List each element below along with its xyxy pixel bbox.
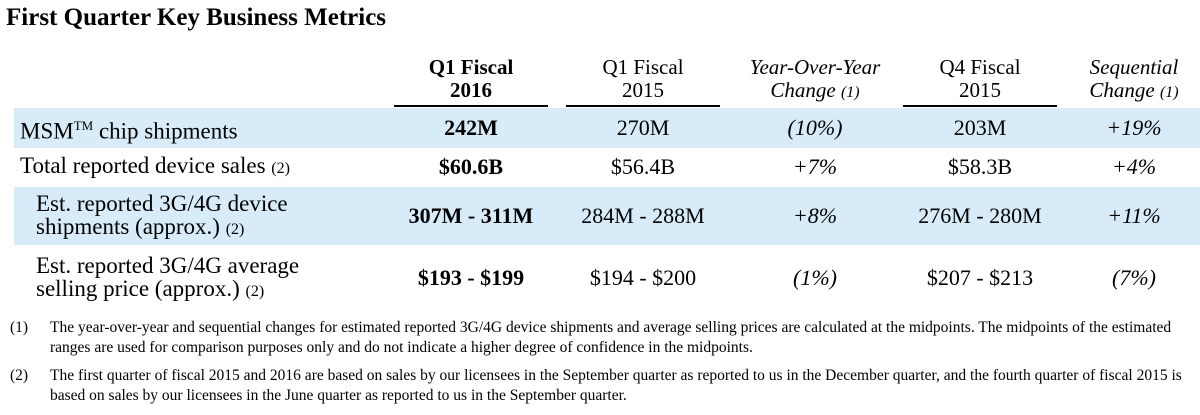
table-cell: (1%) [793, 265, 837, 290]
table-row: MSMTM chip shipments 242M 270M (10%) 203… [14, 108, 1200, 148]
table-cell: $58.3B [947, 154, 1013, 179]
table-cell: +7% [792, 154, 838, 179]
footnote-ref: (1) [1159, 84, 1179, 101]
footnote-marker: (2) [10, 367, 29, 384]
column-header-q1-fiscal-2015: Q1 Fiscal 2015 [566, 55, 720, 107]
footnote-ref: (2) [225, 220, 245, 238]
trademark-mark: TM [73, 117, 94, 133]
column-header-q4-fiscal-2015: Q4 Fiscal 2015 [903, 55, 1057, 107]
table-cell: $207 - $213 [926, 265, 1034, 290]
column-header-line1: Sequential [1089, 55, 1179, 79]
footnote-text: The year-over-year and sequential change… [50, 319, 1172, 356]
column-header-line1: Year-Over-Year [749, 55, 881, 79]
column-header-line1: Q1 Fiscal [602, 55, 684, 79]
table-cell: $56.4B [610, 154, 676, 179]
header-underline [566, 105, 720, 107]
table-cell: +8% [792, 203, 838, 228]
footnote-ref: (2) [271, 160, 290, 177]
table-row: Est. reported 3G/4G average selling pric… [14, 245, 1200, 311]
table-cell: 270M [616, 115, 670, 140]
table-cell: +11% [1107, 203, 1161, 228]
table-cell: $60.6B [438, 154, 504, 179]
footnote-ref: (1) [840, 84, 860, 101]
footnote-marker: (1) [10, 319, 29, 336]
table-cell: (7%) [1112, 265, 1156, 290]
row-label-msm-chip-shipments: MSMTM chip shipments [20, 117, 238, 144]
row-label-total-reported-device-sales: Total reported device sales (2) [20, 153, 290, 178]
column-header-line1: Q4 Fiscal [939, 55, 1021, 79]
table-cell: 284M - 288M [581, 203, 705, 228]
column-header-q1-fiscal-2016: Q1 Fiscal 2016 [394, 55, 548, 107]
table-cell: +19% [1106, 115, 1162, 140]
table-cell: 276M - 280M [918, 203, 1042, 228]
table-cell: $194 - $200 [589, 265, 697, 290]
column-header-line2: 2016 [450, 78, 492, 102]
table-cell: $193 - $199 [417, 265, 525, 290]
footnote-1: (1) The year-over-year and sequential ch… [10, 318, 1195, 358]
column-header-yoy-change: Year-Over-Year Change (1) [735, 56, 895, 104]
header-underline [394, 105, 548, 107]
column-header-line1: Q1 Fiscal [428, 55, 514, 79]
row-label-average-selling-price: Est. reported 3G/4G average selling pric… [36, 252, 300, 301]
footnote-text: The first quarter of fiscal 2015 and 201… [50, 367, 1182, 404]
table-cell: 242M [444, 115, 498, 140]
table-cell: +4% [1111, 154, 1157, 179]
column-header-line2: Change (1) [770, 78, 860, 102]
column-header-line2: 2015 [959, 78, 1001, 102]
table-row: Est. reported 3G/4G device shipments (ap… [14, 187, 1200, 245]
page-title: First Quarter Key Business Metrics [6, 4, 387, 31]
table-cell: 307M - 311M [408, 203, 534, 228]
column-header-sequential-change: Sequential Change (1) [1072, 56, 1196, 104]
table-row: Total reported device sales (2) $60.6B $… [14, 148, 1200, 186]
row-label-device-shipments: Est. reported 3G/4G device shipments (ap… [36, 190, 288, 239]
column-header-line2: 2015 [622, 78, 664, 102]
header-underline [903, 105, 1057, 107]
footnote-ref: (2) [245, 282, 265, 300]
footnote-2: (2) The first quarter of fiscal 2015 and… [10, 366, 1195, 406]
table-cell: (10%) [787, 115, 843, 140]
column-header-line2: Change (1) [1089, 78, 1179, 102]
table-cell: 203M [953, 115, 1007, 140]
